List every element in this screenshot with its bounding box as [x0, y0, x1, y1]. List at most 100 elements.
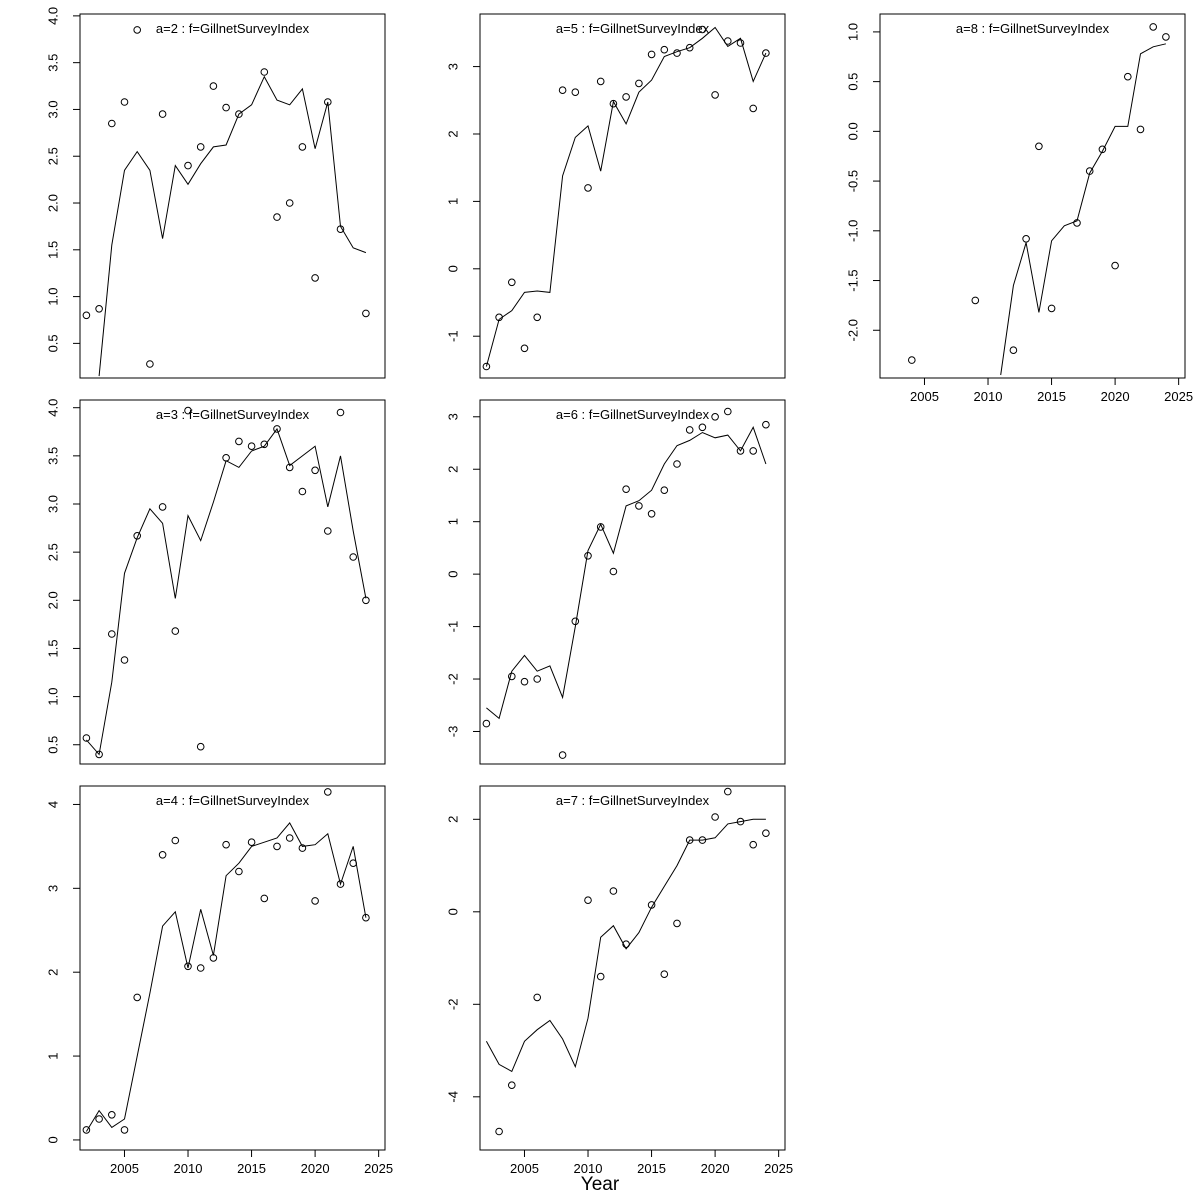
plot-box: [79, 399, 386, 765]
panel-svg-age4: 0 1 2 3 4 2005 2010 2015 2020 2025 a=4 : f=Gillnet…: [45, 785, 393, 1176]
observation-point: [196, 964, 205, 972]
fit-line: [486, 426, 767, 720]
observation-point: [222, 454, 230, 462]
observation-point: [196, 143, 205, 151]
plot-box: [479, 13, 786, 379]
observation-point: [247, 838, 256, 846]
observation-point: [533, 675, 541, 683]
observation-point: [724, 407, 732, 416]
observation-point: [660, 486, 669, 494]
observation-point: [495, 313, 503, 322]
observation-point: [736, 39, 745, 47]
fit-line: [85, 822, 367, 1132]
observation-point: [533, 313, 541, 322]
observation-point: [273, 213, 281, 221]
observation-point: [285, 199, 294, 207]
observation-point: [711, 91, 719, 99]
x-tick-label: 2010: [574, 1161, 603, 1176]
observation-point: [133, 532, 141, 540]
x-axis: 2005 2010 2015 2020 2025: [510, 1150, 793, 1176]
observation-point: [260, 894, 269, 903]
plot-panel-age2: 0.5 1.0 1.5 2.0 2.5 3.0 3.5 4.0 a=2 : f=GillnetS…: [0, 0, 400, 386]
y-tick-label: 0: [445, 571, 460, 578]
observation-point: [1022, 235, 1030, 243]
observation-point: [609, 567, 618, 576]
observation-point: [908, 356, 916, 364]
observation-points: [482, 25, 770, 371]
observation-point: [736, 447, 745, 455]
observation-point: [971, 296, 980, 305]
panel-title: a=2 : f=GillnetSurveyIndex: [156, 21, 310, 36]
observation-point: [558, 86, 567, 94]
observation-point: [324, 527, 332, 535]
observation-point: [508, 278, 516, 287]
plot-panel-age8: -2.0 -1.5 -1.0 -0.5 0.0 0.5 1.0 2005 2010 2015 202…: [800, 0, 1200, 404]
empty-cell: [800, 386, 1200, 772]
observation-points: [482, 407, 770, 759]
observation-point: [184, 161, 192, 170]
y-tick-label: -2: [445, 999, 460, 1011]
fit-line: [86, 427, 367, 756]
observation-point: [495, 1127, 503, 1136]
observation-point: [673, 49, 681, 57]
y-axis: 0.5 1.0 1.5 2.0 2.5 3.0 3.5 4.0: [45, 7, 80, 352]
observation-point: [609, 887, 618, 895]
y-tick-label: 1.0: [45, 688, 60, 706]
panel-title: a=7 : f=GillnetSurveyIndex: [556, 793, 710, 808]
x-axis: 2005 2010 2015 2020 2025: [110, 1150, 393, 1176]
observation-point: [108, 630, 116, 638]
observation-point: [685, 426, 694, 434]
observation-point: [749, 104, 758, 113]
x-axis: 2005 2010 2015 2020 2025: [910, 378, 1193, 404]
observation-point: [362, 913, 370, 922]
observation-point: [482, 719, 491, 728]
observation-point: [1035, 142, 1043, 151]
observation-point: [349, 859, 358, 867]
plot-box: [479, 399, 786, 765]
observation-point: [1085, 167, 1094, 175]
plot-panel-age5: -1 0 1 2 3 a=5 : f=GillnetSurveyIndex: [400, 0, 800, 386]
observation-point: [222, 103, 230, 112]
y-axis: -4 -2 0 2: [445, 816, 480, 1103]
observation-point: [362, 309, 370, 318]
observation-points: [82, 406, 370, 759]
x-tick-label: 2025: [1164, 389, 1193, 404]
observation-point: [698, 423, 707, 432]
observation-point: [196, 742, 205, 751]
observation-point: [273, 842, 281, 851]
observation-point: [298, 487, 307, 496]
observation-point: [82, 734, 91, 742]
observation-point: [724, 37, 732, 45]
observation-point: [596, 77, 605, 86]
observation-point: [235, 437, 243, 446]
observation-point: [311, 897, 319, 905]
observation-point: [749, 840, 758, 849]
y-tick-label: 2.5: [45, 147, 60, 165]
x-tick-label: 2005: [910, 389, 939, 404]
y-tick-label: 3: [445, 63, 460, 70]
y-tick-label: -3: [445, 726, 460, 738]
y-tick-label: 1.5: [45, 241, 60, 259]
observation-point: [673, 919, 681, 928]
observation-points: [82, 788, 370, 1134]
observation-point: [95, 305, 103, 313]
observation-point: [1162, 33, 1170, 41]
y-axis: 0.5 1.0 1.5 2.0 2.5 3.0 3.5 4.0: [45, 399, 80, 754]
y-tick-label: -2.0: [845, 319, 860, 341]
y-tick-label: 2.5: [45, 543, 60, 561]
observation-point: [685, 43, 694, 52]
observation-point: [635, 79, 643, 88]
observation-point: [749, 447, 758, 455]
observation-point: [482, 362, 491, 371]
y-tick-label: 1.0: [845, 23, 860, 41]
panel-title: a=8 : f=GillnetSurveyIndex: [956, 21, 1110, 36]
y-tick-label: 0: [45, 1136, 60, 1143]
plot-box: [79, 785, 386, 1151]
observation-point: [520, 677, 529, 686]
y-tick-label: -1: [445, 330, 460, 342]
observation-point: [209, 954, 218, 962]
observation-point: [660, 45, 669, 54]
observation-point: [647, 50, 656, 59]
x-tick-label: 2020: [1101, 389, 1130, 404]
y-tick-label: -1.0: [845, 220, 860, 242]
